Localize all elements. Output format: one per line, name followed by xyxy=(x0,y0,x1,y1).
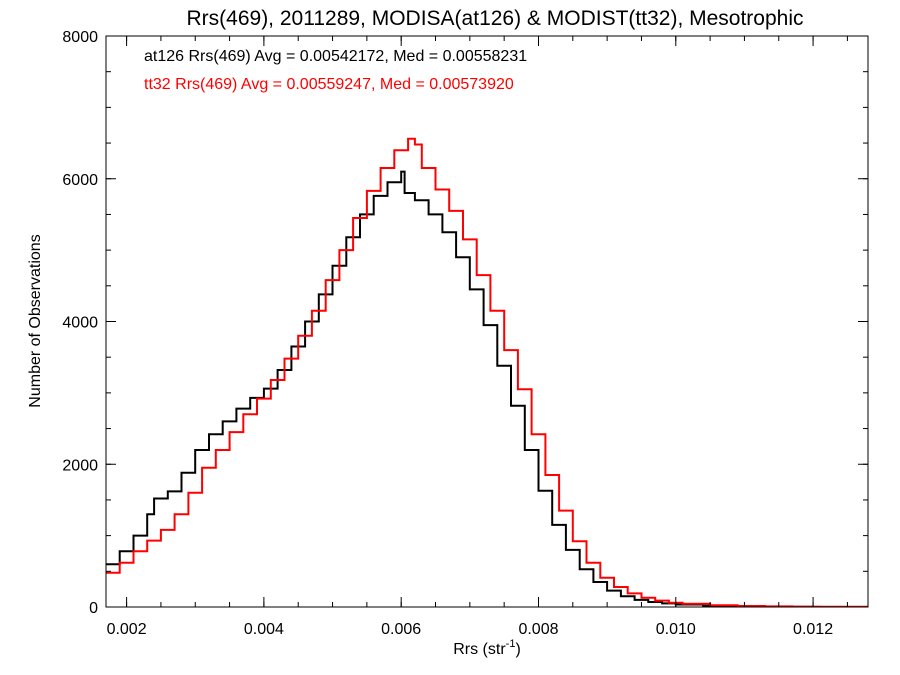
y-tick-label: 0 xyxy=(89,600,98,617)
x-axis-label-main: Rrs (str xyxy=(453,641,506,658)
x-tick-label: 0.010 xyxy=(656,621,696,638)
legend-entry-tt32: tt32 Rrs(469) Avg = 0.00559247, Med = 0.… xyxy=(144,76,514,93)
legend: at126 Rrs(469) Avg = 0.00542172, Med = 0… xyxy=(144,48,527,93)
x-tick-label: 0.008 xyxy=(518,621,558,638)
axis-ticks: 0.002 0.004 0.006 0.008 0.010 0.012 0 2000 4000 6… xyxy=(62,29,868,638)
x-axis-label-superscript: -1 xyxy=(506,638,516,650)
x-tick-label: 0.006 xyxy=(381,621,421,638)
x-tick-label: 0.012 xyxy=(793,621,833,638)
legend-entry-at126: at126 Rrs(469) Avg = 0.00542172, Med = 0… xyxy=(144,48,527,65)
x-tick-label: 0.004 xyxy=(244,621,284,638)
y-tick-label: 6000 xyxy=(62,172,98,189)
x-axis-label: Rrs (str-1) xyxy=(453,638,521,658)
y-axis-label: Number of Observations xyxy=(27,234,44,407)
plot-area xyxy=(106,137,868,607)
chart-title: Rrs(469), 2011289, MODISA(at126) & MODIS… xyxy=(187,7,804,30)
x-axis-label-close: ) xyxy=(515,641,520,658)
series-at126-line xyxy=(106,170,868,607)
y-tick-label: 2000 xyxy=(62,457,98,474)
y-tick-label: 4000 xyxy=(62,315,98,332)
plot-frame xyxy=(105,35,869,608)
x-tick-label: 0.002 xyxy=(107,621,147,638)
series-tt32-line xyxy=(106,137,868,607)
y-tick-label: 8000 xyxy=(62,29,98,46)
